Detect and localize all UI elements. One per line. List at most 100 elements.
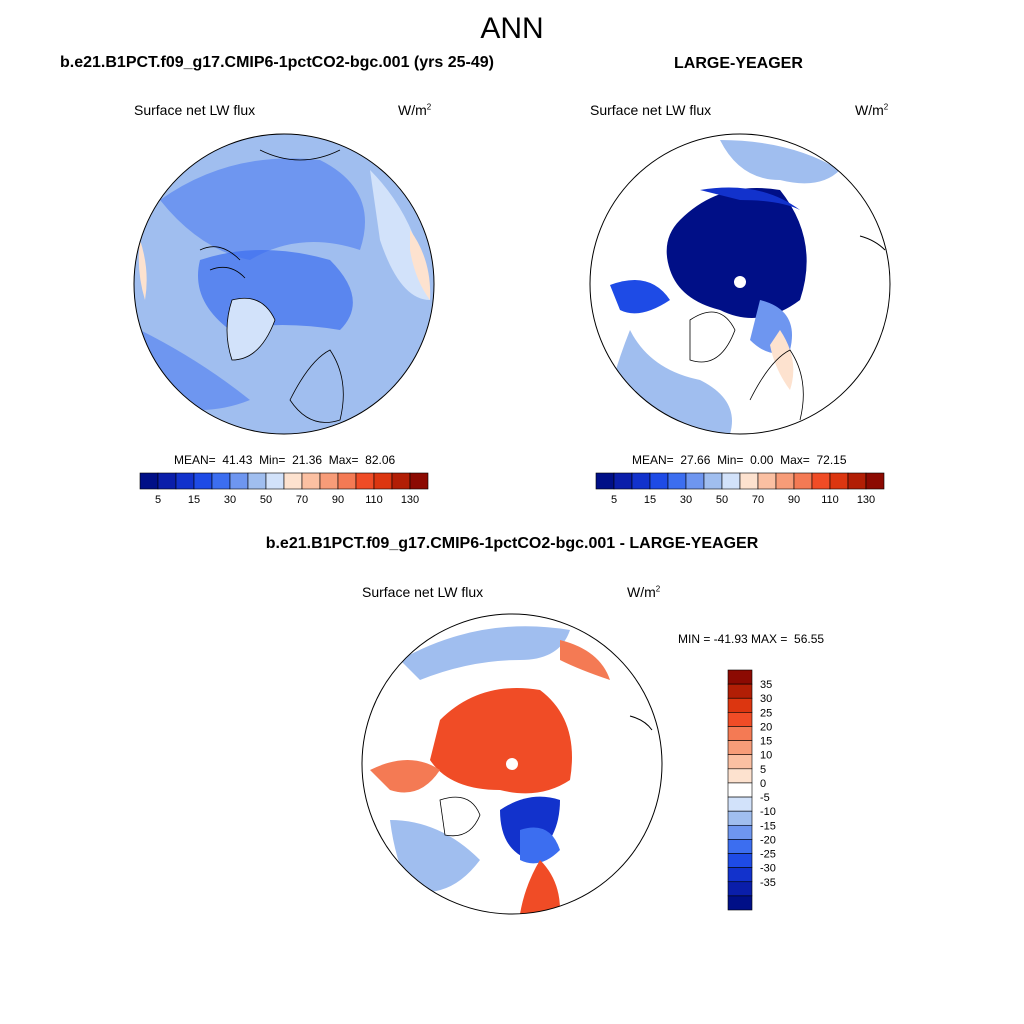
top-left-variable: Surface net LW flux bbox=[134, 102, 256, 118]
colorbar-tl-swatch bbox=[283, 472, 303, 490]
colorbar-tr-swatch bbox=[775, 472, 795, 490]
colorbar-b-swatch bbox=[727, 726, 753, 741]
colorbar-tl-swatch bbox=[247, 472, 267, 490]
colorbar-b-swatch bbox=[727, 853, 753, 868]
colorbar-tl-tick-label: 30 bbox=[224, 494, 236, 506]
colorbar-tl-swatch bbox=[391, 472, 411, 490]
colorbar-tr-tick-label: 30 bbox=[680, 494, 692, 506]
colorbar-tr-swatch bbox=[811, 472, 831, 490]
map-tl-region-1 bbox=[160, 158, 365, 260]
colorbar-tr-swatch bbox=[829, 472, 849, 490]
colorbar-tl-swatch bbox=[139, 472, 159, 490]
colorbar-b-swatch bbox=[727, 881, 753, 897]
map-tr-pole-hole bbox=[734, 276, 746, 288]
map-top-left-outline bbox=[133, 133, 435, 435]
map-tl-region-6 bbox=[138, 240, 147, 300]
colorbar-b-tick-label: 30 bbox=[760, 693, 772, 705]
season-title: ANN bbox=[480, 12, 544, 45]
top-left-units: W/m2 bbox=[398, 102, 432, 118]
colorbar-b-swatch bbox=[727, 782, 753, 798]
colorbar-tr-tick-label: 5 bbox=[611, 494, 617, 506]
colorbar-b-tick-label: 25 bbox=[760, 707, 772, 719]
colorbar-tr-swatch bbox=[865, 472, 885, 490]
colorbar-tr-swatch bbox=[739, 472, 759, 490]
colorbar-b-tick-label: -15 bbox=[760, 820, 776, 832]
colorbar-tr-swatch bbox=[649, 472, 669, 490]
map-tr-coast-2 bbox=[859, 235, 886, 251]
colorbar-tl-tick-label: 50 bbox=[260, 494, 272, 506]
colorbar-top-left: 5 15 30 50 70 90 110 130 bbox=[139, 472, 429, 506]
colorbar-tr-swatch bbox=[847, 472, 867, 490]
colorbar-b-swatch bbox=[727, 810, 753, 826]
colorbar-b-tick-label: 20 bbox=[760, 721, 772, 733]
map-tr-arctic-edge bbox=[700, 187, 800, 210]
colorbar-b-tick-label: 10 bbox=[760, 750, 772, 762]
colorbar-tr-tick-label: 15 bbox=[644, 494, 656, 506]
map-tl-region-2 bbox=[198, 250, 353, 330]
colorbar-tl-swatch bbox=[211, 472, 231, 490]
colorbar-tr-swatch bbox=[631, 472, 651, 490]
map-tr-warm-patch bbox=[770, 330, 794, 390]
top-left-stats: MEAN= 41.43 Min= 21.36 Max= 82.06 bbox=[174, 453, 396, 467]
colorbar-b-swatch bbox=[727, 839, 753, 854]
colorbar-b-tick-label: 0 bbox=[760, 778, 766, 790]
colorbar-tl-swatch bbox=[157, 472, 177, 490]
map-b-barents-edge bbox=[520, 827, 560, 864]
colorbar-tl-swatch bbox=[265, 472, 285, 490]
colorbar-b-swatch bbox=[727, 768, 753, 784]
map-b-arctic-core bbox=[430, 688, 572, 794]
colorbar-b-swatch bbox=[727, 867, 753, 883]
colorbar-b-swatch bbox=[727, 754, 753, 770]
colorbar-tl-swatch bbox=[301, 472, 321, 490]
colorbar-b-tick-label: 35 bbox=[760, 679, 772, 691]
colorbar-tl-tick-label: 130 bbox=[401, 494, 419, 506]
colorbar-tr-swatch bbox=[793, 472, 813, 490]
colorbar-b-tick-label: -20 bbox=[760, 834, 776, 846]
colorbar-b-tick-label: -35 bbox=[760, 877, 776, 889]
map-b-coast-1 bbox=[629, 715, 653, 731]
map-tr-arctic-core bbox=[666, 188, 807, 318]
colorbar-b-tick-label: 5 bbox=[760, 764, 766, 776]
top-right-variable: Surface net LW flux bbox=[590, 102, 712, 118]
bottom-title: b.e21.B1PCT.f09_g17.CMIP6-1pctCO2-bgc.00… bbox=[265, 535, 759, 552]
map-b-greenland bbox=[439, 796, 481, 837]
map-b-baffin bbox=[370, 760, 440, 793]
top-left-title: b.e21.B1PCT.f09_g17.CMIP6-1pctCO2-bgc.00… bbox=[60, 54, 494, 71]
colorbar-b-tick-label: -25 bbox=[760, 849, 776, 861]
map-tl-coast-3 bbox=[259, 149, 341, 161]
bottom-minmax: MIN = -41.93 MAX = 56.55 bbox=[678, 632, 825, 646]
colorbar-tr-tick-label: 130 bbox=[857, 494, 875, 506]
colorbar-b-swatch bbox=[727, 683, 753, 699]
bottom-variable: Surface net LW flux bbox=[362, 584, 484, 600]
colorbar-tl-swatch bbox=[337, 472, 357, 490]
colorbar-tr-tick-label: 50 bbox=[716, 494, 728, 506]
map-b-scandinavia bbox=[520, 860, 560, 914]
colorbar-tr-tick-label: 90 bbox=[788, 494, 800, 506]
colorbar-tr-tick-label: 70 bbox=[752, 494, 764, 506]
colorbar-tl-tick-label: 5 bbox=[155, 494, 161, 506]
colorbar-tl-swatch bbox=[175, 472, 195, 490]
colorbar-tl-swatch bbox=[355, 472, 375, 490]
colorbar-tr-tick-label: 110 bbox=[821, 494, 839, 506]
map-tl-coast-1 bbox=[289, 349, 344, 423]
colorbar-tr-swatch bbox=[757, 472, 777, 490]
top-right-title: LARGE-YEAGER bbox=[674, 55, 803, 72]
map-bottom-outline bbox=[361, 613, 663, 915]
colorbar-b-tick-label: 15 bbox=[760, 736, 772, 748]
top-right-stats: MEAN= 27.66 Min= 0.00 Max= 72.15 bbox=[632, 453, 847, 467]
colorbar-tr-swatch bbox=[721, 472, 741, 490]
map-top-left bbox=[134, 134, 434, 434]
map-tr-greenland bbox=[689, 311, 736, 363]
colorbar-tl-swatch bbox=[319, 472, 339, 490]
colorbar-tl-swatch bbox=[193, 472, 213, 490]
top-right-units: W/m2 bbox=[855, 102, 889, 118]
colorbar-tl-tick-label: 110 bbox=[365, 494, 383, 506]
map-tr-pacific bbox=[720, 140, 840, 184]
map-tr-coast-1 bbox=[749, 349, 804, 421]
colorbar-b-tick-label: -30 bbox=[760, 863, 776, 875]
colorbar-b-swatch bbox=[727, 740, 753, 756]
map-b-atlantic bbox=[390, 820, 480, 892]
colorbar-tr-swatch bbox=[613, 472, 633, 490]
colorbar-b-swatch bbox=[727, 796, 753, 812]
